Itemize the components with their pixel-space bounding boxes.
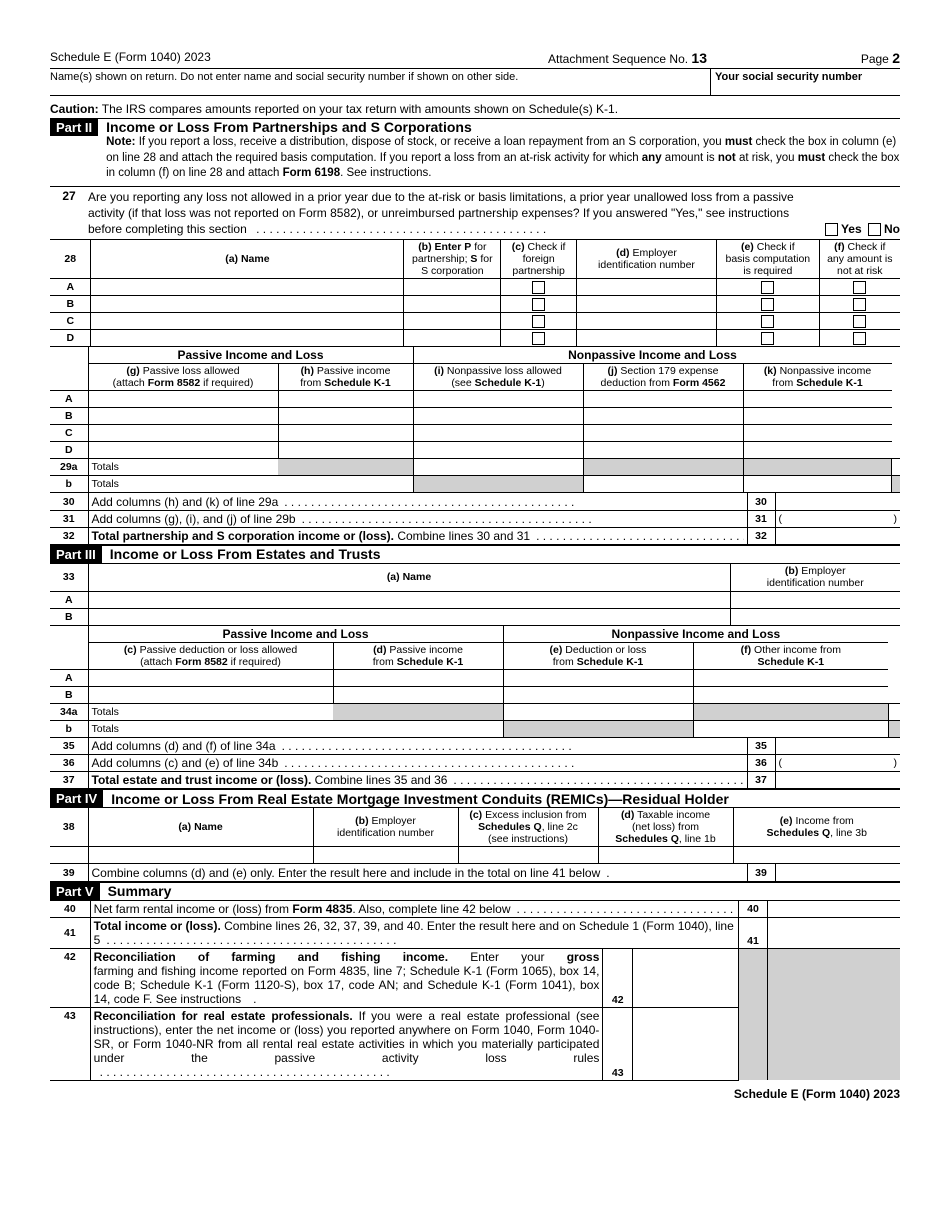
row-28-D: D (50, 330, 900, 347)
form-page: Schedule E (Form 1040) 2023 Attachment S… (50, 50, 900, 1101)
table-28: 28 (a) Name (b) Enter P for partnership;… (50, 239, 900, 347)
line-27: 27 Are you reporting any loss not allowe… (50, 186, 900, 240)
line-29b: bTotals (50, 476, 900, 493)
col-k: (k) Nonpassive incomefrom Schedule K-1 (743, 364, 892, 391)
attachment-seq: Attachment Sequence No. 13 (435, 50, 820, 66)
line-34a: 34aTotals (50, 703, 900, 720)
name-instruction: Name(s) shown on return. Do not enter na… (50, 69, 710, 95)
col-b: (b) Enter P for partnership; S for S cor… (404, 240, 501, 279)
table-28-gk: Passive Income and Loss Nonpassive Incom… (50, 347, 900, 493)
line-37: 37Total estate and trust income or (loss… (50, 772, 900, 789)
table-38: 38 (a) Name (b) Employeridentification n… (50, 807, 900, 864)
part-5-header: Part V Summary (50, 882, 900, 900)
line-41: 41Total income or (loss). Combine lines … (50, 917, 900, 948)
caution-row: Caution: The IRS compares amounts report… (50, 96, 900, 119)
table-33-cf: Passive Income and Loss Nonpassive Incom… (50, 626, 900, 738)
lines-30-32: 30Add columns (h) and (k) of line 29a30 … (50, 493, 900, 545)
line-36: 36Add columns (c) and (e) of line 34b36(… (50, 755, 900, 772)
line-34b: bTotals (50, 720, 900, 737)
col-i: (i) Nonpassive loss allowed(see Schedule… (413, 364, 583, 391)
line-42: 42Reconciliation of farming and fishing … (50, 948, 900, 1007)
row-28-C: C (50, 313, 900, 330)
ssn-label: Your social security number (710, 69, 900, 95)
name-ssn-row: Name(s) shown on return. Do not enter na… (50, 69, 900, 96)
footer: Schedule E (Form 1040) 2023 (50, 1081, 900, 1101)
row-28-B: B (50, 296, 900, 313)
table-33: 33(a) Name(b) Employeridentification num… (50, 563, 900, 626)
part-2-header: Part II Income or Loss From Partnerships… (50, 119, 900, 186)
part-4-header: Part IV Income or Loss From Real Estate … (50, 789, 900, 807)
part-3-header: Part III Income or Loss From Estates and… (50, 545, 900, 563)
line-30: 30Add columns (h) and (k) of line 29a30 (50, 493, 900, 510)
page-number: Page 2 (820, 50, 900, 66)
line-35: 35Add columns (d) and (f) of line 34a35 (50, 738, 900, 755)
line-31: 31Add columns (g), (i), and (j) of line … (50, 510, 900, 527)
row-28-A: A (50, 279, 900, 296)
part-2-note: Note: If you report a loss, receive a di… (106, 135, 900, 182)
form-title: Schedule E (Form 1040) 2023 (50, 50, 435, 66)
col-g: (g) Passive loss allowed(attach Form 858… (88, 364, 278, 391)
part-2-label: Part II (50, 119, 98, 136)
lines-35-37: 35Add columns (d) and (f) of line 34a35 … (50, 738, 900, 790)
col-a: (a) Name (91, 240, 404, 279)
part-2-title: Income or Loss From Partnerships and S C… (106, 119, 900, 135)
col-f: (f) Check ifany amount isnot at risk (819, 240, 900, 279)
line-29a: 29aTotals (50, 459, 900, 476)
line27-yes-checkbox[interactable] (825, 223, 838, 236)
col-h: (h) Passive incomefrom Schedule K-1 (278, 364, 413, 391)
col-e: (e) Check ifbasis computationis required (717, 240, 819, 279)
header-row: Schedule E (Form 1040) 2023 Attachment S… (50, 50, 900, 69)
line-32: 32Total partnership and S corporation in… (50, 527, 900, 544)
col-c: (c) Check ifforeignpartnership (501, 240, 577, 279)
line-40: 40Net farm rental income or (loss) from … (50, 900, 900, 917)
col-d: (d) Employeridentification number (576, 240, 716, 279)
col-j: (j) Section 179 expensededuction from Fo… (583, 364, 743, 391)
line-39: 39Combine columns (d) and (e) only. Ente… (50, 864, 900, 882)
line27-no-checkbox[interactable] (868, 223, 881, 236)
lines-40-43: 40Net farm rental income or (loss) from … (50, 900, 900, 1081)
